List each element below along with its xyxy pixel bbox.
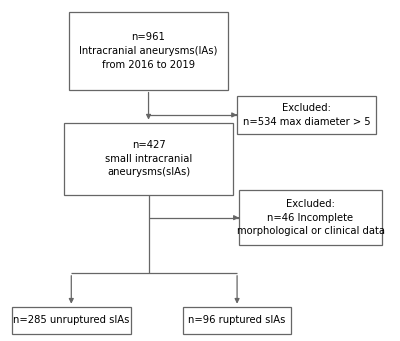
FancyBboxPatch shape xyxy=(70,12,228,90)
Text: n=285 unruptured sIAs: n=285 unruptured sIAs xyxy=(13,315,130,325)
Text: n=427
small intracranial
aneurysms(sIAs): n=427 small intracranial aneurysms(sIAs) xyxy=(105,140,192,177)
Text: Excluded:
n=534 max diameter > 5: Excluded: n=534 max diameter > 5 xyxy=(243,103,371,127)
FancyBboxPatch shape xyxy=(237,95,376,134)
Text: n=961
Intracranial aneurysms(IAs)
from 2016 to 2019: n=961 Intracranial aneurysms(IAs) from 2… xyxy=(79,32,218,70)
Text: Excluded:
n=46 Incomplete
morphological or clinical data: Excluded: n=46 Incomplete morphological … xyxy=(236,199,384,236)
FancyBboxPatch shape xyxy=(12,307,131,334)
Text: n=96 ruptured sIAs: n=96 ruptured sIAs xyxy=(188,315,286,325)
FancyBboxPatch shape xyxy=(64,122,233,195)
FancyBboxPatch shape xyxy=(183,307,291,334)
FancyBboxPatch shape xyxy=(239,190,382,246)
